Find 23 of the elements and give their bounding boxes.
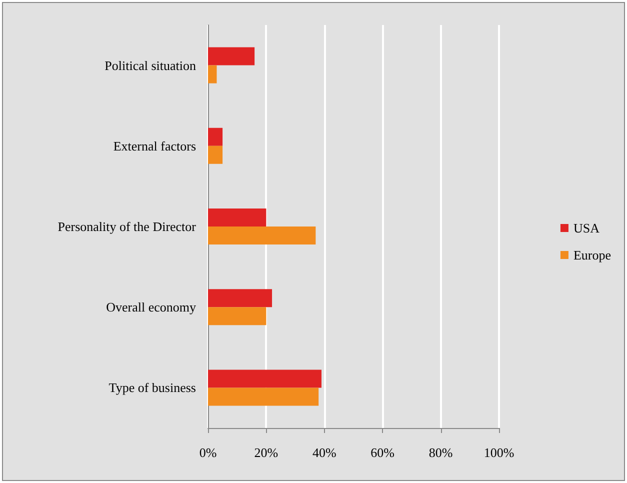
y-tick-label: Overall economy [106, 300, 196, 315]
bar [208, 146, 223, 164]
bar [208, 208, 266, 226]
legend-label: USA [573, 220, 600, 236]
bar [208, 370, 322, 388]
bar [208, 47, 255, 66]
y-tick-label: Political situation [104, 58, 196, 73]
x-tick-label: 20% [254, 445, 278, 460]
bar [208, 65, 217, 84]
x-tick-label: 80% [428, 445, 453, 460]
bar [208, 128, 223, 146]
y-tick-label: Personality of the Director [58, 219, 197, 234]
y-tick-label: External factors [113, 138, 196, 154]
x-tick-label: 0% [199, 445, 217, 460]
x-tick-label: 60% [370, 445, 395, 460]
bar [208, 289, 272, 308]
x-tick-label: 100% [484, 445, 514, 460]
y-tick-label: Type of business [108, 380, 196, 396]
bar [208, 226, 316, 244]
x-tick-label: 40% [312, 445, 336, 460]
legend-label: Europe [573, 248, 612, 262]
bar [208, 307, 266, 326]
bar [208, 388, 319, 406]
